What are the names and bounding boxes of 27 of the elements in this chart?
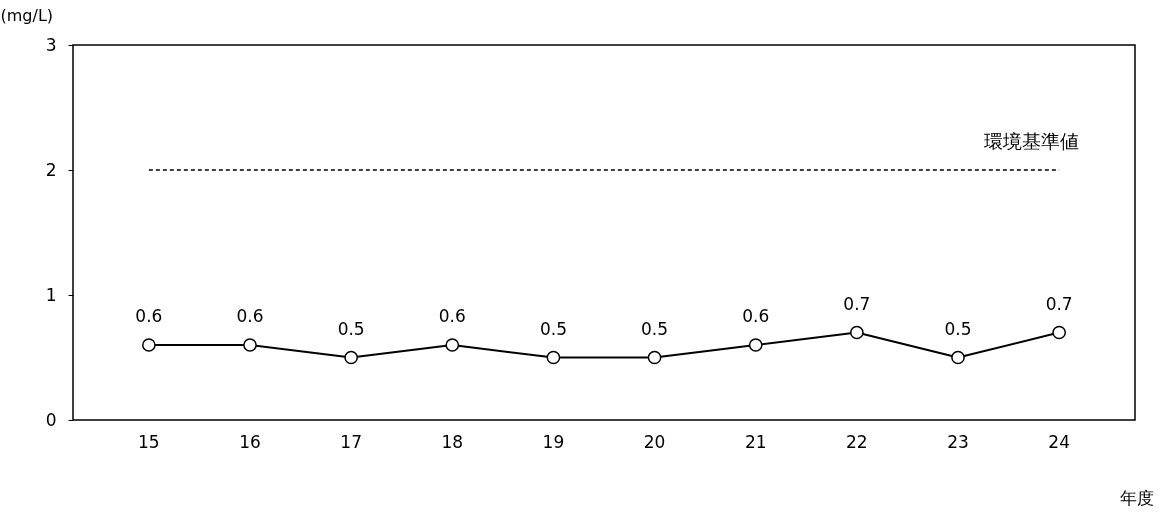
x-tick-label: 21 [744,431,767,452]
y-tick-label: 3 [45,34,57,55]
x-tick-label: 24 [1048,431,1070,452]
x-tick-label: 22 [846,431,868,452]
data-label: 0.5 [641,318,669,339]
data-label: 0.5 [539,318,567,339]
x-tick-label: 16 [239,431,261,452]
data-label: 0.6 [742,306,770,326]
y-axis-title: (mg/L) [0,5,54,25]
data-label: 0.7 [843,293,871,314]
data-label: 0.7 [1045,293,1073,314]
data-label: 0.6 [438,306,466,326]
data-label: 0.5 [337,318,365,339]
y-tick-label: 2 [45,159,57,180]
data-label: 0.5 [944,318,972,339]
x-tick-label: 23 [947,431,969,452]
x-tick-label: 20 [643,431,666,452]
ref-line-label: 環境基準値 [984,130,1080,152]
x-tick-label: 19 [542,431,565,452]
data-label: 0.6 [135,306,163,326]
x-tick-label: 15 [138,431,160,452]
x-tick-label: 17 [340,431,362,452]
x-tick-label: 18 [441,431,464,452]
x-axis-title: 年度 [1119,487,1154,508]
y-tick-label: 0 [45,409,57,430]
y-tick-label: 1 [45,284,57,305]
data-label: 0.6 [236,306,264,326]
